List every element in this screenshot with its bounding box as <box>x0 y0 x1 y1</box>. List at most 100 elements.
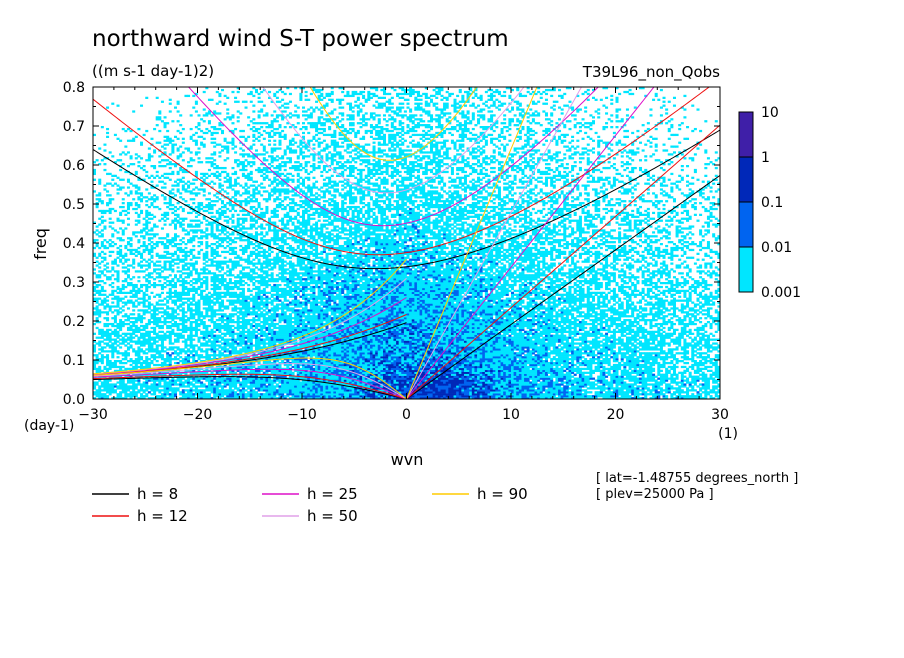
heatmap-cell <box>552 367 556 371</box>
heatmap-cell <box>140 358 144 361</box>
heatmap-cell <box>354 393 358 396</box>
heatmap-cell <box>683 356 687 359</box>
heatmap-cell <box>704 379 708 382</box>
heatmap-cell <box>560 369 564 372</box>
heatmap-cell <box>124 385 128 388</box>
heatmap-cell <box>487 397 491 399</box>
heatmap-cell <box>443 358 447 361</box>
heatmap-cell <box>565 367 569 371</box>
heatmap-cell <box>317 354 321 357</box>
heatmap-cell <box>270 393 274 396</box>
heatmap-cell <box>474 358 478 361</box>
heatmap-cell <box>296 381 300 384</box>
heatmap-cell <box>322 383 326 386</box>
heatmap-cell <box>103 385 107 388</box>
heatmap-cell <box>477 352 481 355</box>
heatmap-cell <box>437 393 441 396</box>
heatmap-cell <box>445 358 449 361</box>
heatmap-cell <box>325 369 329 372</box>
heatmap-cell <box>367 375 371 378</box>
heatmap-cell <box>636 363 640 367</box>
heatmap-cell <box>187 379 191 382</box>
heatmap-cell <box>422 381 426 384</box>
heatmap-cell <box>516 352 520 355</box>
heatmap-cell <box>639 369 643 372</box>
heatmap-cell <box>667 371 671 374</box>
heatmap-cell <box>369 391 373 394</box>
heatmap-cell <box>296 356 300 359</box>
heatmap-cell <box>484 381 488 384</box>
heatmap-cell <box>377 397 381 399</box>
heatmap-cell <box>312 352 316 355</box>
heatmap-cell <box>633 358 637 361</box>
heatmap-cell <box>672 369 676 372</box>
heatmap-cell <box>160 369 164 372</box>
heatmap-cell <box>288 397 292 399</box>
heatmap-cell <box>218 383 222 386</box>
heatmap-cell <box>531 389 535 392</box>
heatmap-cell <box>641 379 645 382</box>
heatmap-cell <box>469 385 473 388</box>
heatmap-cell <box>262 361 266 365</box>
heatmap-cell <box>294 369 298 372</box>
heatmap-cell <box>531 395 535 398</box>
heatmap-cell <box>691 367 695 371</box>
heatmap-cell <box>309 387 313 390</box>
heatmap-cell <box>354 397 358 399</box>
heatmap-cell <box>398 377 402 380</box>
heatmap-cell <box>610 379 614 382</box>
heatmap-cell <box>482 377 486 380</box>
heatmap-cell <box>529 360 533 363</box>
heatmap-cell <box>416 379 420 382</box>
heatmap-cell <box>296 365 300 369</box>
heatmap-cell <box>176 383 180 386</box>
heatmap-cell <box>644 393 648 396</box>
heatmap-cell <box>571 361 575 365</box>
heatmap-cell <box>158 377 162 380</box>
heatmap-cell <box>401 358 405 361</box>
heatmap-cell <box>309 391 313 394</box>
heatmap-cell <box>359 369 363 372</box>
heatmap-cell <box>192 383 196 386</box>
heatmap-cell <box>309 367 313 371</box>
heatmap-cell <box>121 379 125 382</box>
heatmap-cell <box>620 379 624 382</box>
heatmap-cell <box>341 391 345 394</box>
heatmap-cell <box>231 350 235 353</box>
heatmap-cell <box>628 360 632 363</box>
heatmap-cell <box>205 367 209 371</box>
heatmap-cell <box>511 391 515 394</box>
heatmap-cell <box>576 365 580 369</box>
heatmap-cell <box>411 360 415 363</box>
heatmap-cell <box>448 379 452 382</box>
heatmap-cell <box>686 377 690 380</box>
heatmap-cell <box>675 391 679 394</box>
heatmap-cell <box>594 369 598 372</box>
heatmap-cell <box>396 361 400 365</box>
heatmap-cell <box>231 352 235 355</box>
heatmap-cell <box>210 383 214 386</box>
heatmap-cell <box>443 365 447 369</box>
heatmap-cell <box>223 381 227 384</box>
heatmap-cell <box>304 387 308 390</box>
heatmap-cell <box>249 369 253 372</box>
heatmap-cell <box>325 365 329 369</box>
heatmap-cell <box>625 389 629 392</box>
heatmap-cell <box>628 377 632 380</box>
heatmap-cell <box>427 365 431 369</box>
heatmap-cell <box>390 365 394 369</box>
heatmap-cell <box>401 365 405 369</box>
heatmap-cell <box>132 360 136 363</box>
heatmap-cell <box>623 367 627 371</box>
heatmap-cell <box>539 381 543 384</box>
heatmap-cell <box>150 397 154 399</box>
heatmap-cell <box>484 371 488 374</box>
heatmap-cell <box>531 375 535 378</box>
heatmap-cell <box>691 381 695 384</box>
heatmap-cell <box>602 375 606 378</box>
heatmap-cell <box>380 350 384 353</box>
heatmap-cell <box>524 385 528 388</box>
heatmap-cell <box>173 373 177 376</box>
heatmap-cell <box>495 371 499 374</box>
heatmap-cell <box>401 367 405 371</box>
